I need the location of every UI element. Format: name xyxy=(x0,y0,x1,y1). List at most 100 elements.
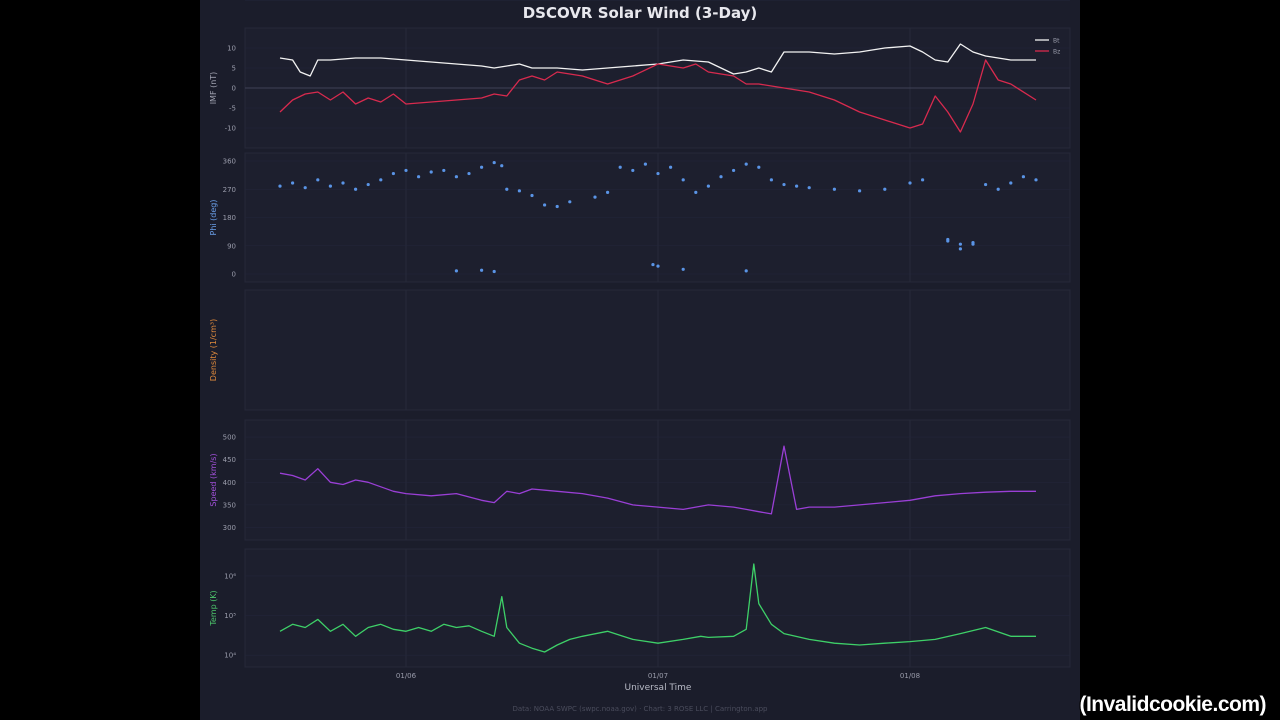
x-axis-label: Universal Time xyxy=(625,683,692,693)
panel-phi: 360 270 180 90 0 Phi (deg) xyxy=(209,152,1071,283)
panel-temp: 10⁶ 10⁵ 10⁴ Temp (K) xyxy=(209,548,1071,668)
y-tick-label-density-2: 1 xyxy=(232,0,236,2)
point-phi-43 xyxy=(832,187,837,191)
point-phi-58 xyxy=(492,269,496,274)
series-line-imf-bt xyxy=(279,43,1036,77)
y-axis-label-imf: IMF (nT) xyxy=(209,72,218,105)
y-tick-label-speed-0: 500 xyxy=(223,434,236,442)
y-axis-label-phi: Phi (deg) xyxy=(209,200,218,236)
panel-speed: 500 450 400 350 300 Speed (km/s) xyxy=(209,419,1071,541)
panel-imf: 10 5 0 -5 -10 IMF (nT) Bt Bz xyxy=(209,27,1071,149)
panels-layer: 10 5 0 -5 -10 IMF (nT) Bt Bz 360 270 180 90 0 Phi (de… xyxy=(209,0,1071,680)
point-phi-64 xyxy=(958,247,963,251)
credit-text: Data: NOAA SWPC (swpc.noaa.gov) · Chart:… xyxy=(513,705,769,713)
point-phi-6 xyxy=(354,187,358,191)
point-phi-38 xyxy=(757,165,761,169)
y-tick-label-speed-1: 450 xyxy=(223,456,236,464)
y-tick-label-phi-4: 0 xyxy=(232,271,236,279)
point-phi-20 xyxy=(517,189,521,193)
point-phi-17 xyxy=(492,160,496,165)
point-phi-44 xyxy=(858,189,862,193)
series-line-speed-0 xyxy=(279,445,1036,515)
point-phi-18 xyxy=(500,164,504,168)
series-line-imf-bz xyxy=(279,59,1037,133)
legend-label-bt: Bt xyxy=(1053,38,1060,45)
point-phi-5 xyxy=(341,181,345,185)
point-phi-45 xyxy=(883,187,887,191)
y-tick-label-phi-0: 360 xyxy=(223,158,236,166)
point-phi-59 xyxy=(651,262,655,267)
y-tick-label-temp-1: 10⁵ xyxy=(224,612,236,620)
point-phi-8 xyxy=(379,178,383,182)
point-phi-29 xyxy=(643,162,647,166)
point-phi-12 xyxy=(429,170,433,174)
y-axis-label-density: Density (1/cm³) xyxy=(209,319,218,381)
y-tick-label-speed-3: 350 xyxy=(223,501,236,509)
point-phi-2 xyxy=(303,186,307,190)
point-phi-39 xyxy=(769,178,774,182)
point-phi-52 xyxy=(996,187,1000,191)
point-phi-65 xyxy=(971,242,975,246)
chart-figure: DSCOVR Solar Wind (3-Day) 10 5 0 -5 -10 IMF (… xyxy=(200,0,1080,720)
point-phi-41 xyxy=(795,184,799,188)
point-phi-4 xyxy=(328,184,332,188)
point-phi-61 xyxy=(681,267,685,271)
y-tick-label-phi-2: 180 xyxy=(223,214,236,222)
point-phi-49 xyxy=(958,242,963,246)
y-tick-label-imf-4: -10 xyxy=(225,125,236,133)
point-phi-16 xyxy=(480,165,484,169)
y-tick-label-phi-1: 270 xyxy=(223,186,236,194)
point-phi-27 xyxy=(618,165,622,169)
point-phi-36 xyxy=(732,168,736,173)
y-tick-label-density-0: 100 xyxy=(223,0,236,2)
point-phi-3 xyxy=(316,178,320,182)
point-phi-31 xyxy=(669,165,673,169)
point-phi-57 xyxy=(480,268,484,272)
watermark-text: (Invalidcookie.com) xyxy=(1079,693,1266,716)
y-tick-label-imf-1: 5 xyxy=(232,65,236,73)
chart-svg: DSCOVR Solar Wind (3-Day) 10 5 0 -5 -10 IMF (… xyxy=(209,0,1071,713)
point-phi-26 xyxy=(606,190,610,194)
point-phi-35 xyxy=(719,175,723,179)
point-phi-55 xyxy=(1034,178,1038,182)
point-phi-15 xyxy=(467,171,471,176)
x-tick-label-2: 01/08 xyxy=(900,672,920,680)
point-phi-13 xyxy=(442,168,446,173)
y-tick-label-speed-2: 400 xyxy=(223,479,236,487)
y-tick-label-imf-3: -5 xyxy=(229,105,236,113)
y-axis-label-temp: Temp (K) xyxy=(209,590,218,626)
panel-density: 1001010.10.0Density (1/cm³) xyxy=(209,0,1071,411)
point-phi-63 xyxy=(946,237,950,242)
point-phi-62 xyxy=(744,269,748,273)
point-phi-9 xyxy=(391,171,395,176)
series-line-temp-0 xyxy=(279,563,1036,653)
point-phi-23 xyxy=(555,204,559,209)
point-phi-54 xyxy=(1021,175,1025,179)
point-phi-22 xyxy=(543,203,547,207)
point-phi-0 xyxy=(278,184,282,188)
y-tick-label-temp-0: 10⁶ xyxy=(224,572,236,580)
chart-title: DSCOVR Solar Wind (3-Day) xyxy=(523,4,758,22)
point-phi-21 xyxy=(530,193,534,198)
point-phi-40 xyxy=(782,182,786,187)
point-phi-46 xyxy=(908,181,912,185)
point-phi-51 xyxy=(984,182,988,187)
point-phi-34 xyxy=(706,184,710,188)
y-tick-label-density-3: 0.1 xyxy=(225,0,236,2)
y-tick-label-temp-2: 10⁴ xyxy=(224,652,236,660)
point-phi-19 xyxy=(505,187,509,191)
point-phi-10 xyxy=(404,168,408,173)
legend-label-bz: Bz xyxy=(1053,49,1060,56)
point-phi-42 xyxy=(807,186,811,190)
y-tick-label-phi-3: 90 xyxy=(227,242,236,250)
point-phi-30 xyxy=(656,171,660,176)
point-phi-25 xyxy=(593,195,597,199)
y-tick-label-speed-4: 300 xyxy=(223,524,236,532)
point-phi-47 xyxy=(921,178,925,182)
y-tick-label-imf-0: 10 xyxy=(227,45,236,53)
point-phi-33 xyxy=(694,190,698,194)
point-phi-14 xyxy=(454,175,458,179)
point-phi-7 xyxy=(366,182,370,187)
y-axis-label-speed: Speed (km/s) xyxy=(209,453,218,506)
point-phi-11 xyxy=(417,175,421,179)
